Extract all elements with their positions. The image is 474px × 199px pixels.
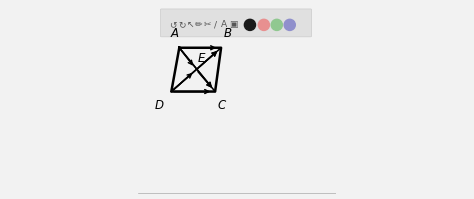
Text: ↖: ↖ — [186, 20, 194, 29]
Text: ✏: ✏ — [194, 20, 202, 29]
Text: D: D — [155, 99, 164, 112]
FancyBboxPatch shape — [160, 9, 311, 37]
Text: C: C — [218, 99, 226, 112]
Circle shape — [271, 19, 283, 30]
Text: A: A — [171, 27, 179, 40]
Circle shape — [284, 19, 295, 30]
Text: ✂: ✂ — [203, 20, 211, 29]
Text: ↺: ↺ — [170, 20, 177, 29]
Text: A: A — [221, 20, 227, 29]
Text: B: B — [224, 27, 232, 40]
Text: ▣: ▣ — [229, 20, 237, 29]
Text: ↻: ↻ — [179, 20, 186, 29]
Circle shape — [245, 19, 255, 30]
Text: /: / — [214, 20, 217, 29]
Text: E: E — [198, 52, 205, 65]
Circle shape — [258, 19, 269, 30]
